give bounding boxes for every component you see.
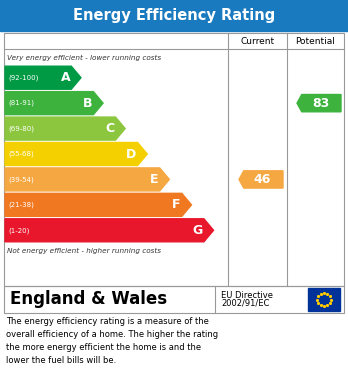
Bar (0, 0, 348, 31)
Bar (4, 286, 344, 313)
Text: England & Wales: England & Wales (10, 291, 167, 308)
Text: G: G (193, 224, 203, 237)
Text: (39-54): (39-54) (8, 176, 34, 183)
Polygon shape (5, 66, 81, 89)
Text: C: C (105, 122, 114, 135)
Text: F: F (172, 198, 181, 212)
Text: (81-91): (81-91) (8, 100, 34, 106)
Bar (4, 33, 344, 286)
Polygon shape (5, 168, 169, 191)
Text: E: E (150, 173, 159, 186)
Text: (69-80): (69-80) (8, 126, 34, 132)
Text: EU Directive: EU Directive (221, 291, 273, 300)
Text: Potential: Potential (295, 36, 335, 45)
Text: (92-100): (92-100) (8, 74, 38, 81)
Text: (1-20): (1-20) (8, 227, 29, 233)
Polygon shape (5, 91, 103, 115)
Text: (21-38): (21-38) (8, 202, 34, 208)
Polygon shape (5, 117, 125, 140)
Text: A: A (61, 71, 70, 84)
Text: Very energy efficient - lower running costs: Very energy efficient - lower running co… (7, 55, 161, 61)
Text: 83: 83 (312, 97, 329, 109)
Text: 2002/91/EC: 2002/91/EC (221, 299, 269, 308)
Text: D: D (126, 147, 137, 160)
Text: 46: 46 (254, 173, 271, 186)
Text: Not energy efficient - higher running costs: Not energy efficient - higher running co… (7, 248, 161, 254)
Polygon shape (239, 171, 283, 188)
Text: (55-68): (55-68) (8, 151, 34, 157)
Polygon shape (5, 193, 191, 216)
Text: Current: Current (240, 36, 275, 45)
Polygon shape (5, 142, 147, 165)
Text: B: B (83, 97, 93, 109)
Text: Energy Efficiency Rating: Energy Efficiency Rating (73, 8, 275, 23)
Polygon shape (5, 219, 214, 242)
Polygon shape (297, 95, 341, 112)
Text: The energy efficiency rating is a measure of the
overall efficiency of a home. T: The energy efficiency rating is a measur… (6, 317, 218, 364)
Bar (308, 288, 340, 311)
